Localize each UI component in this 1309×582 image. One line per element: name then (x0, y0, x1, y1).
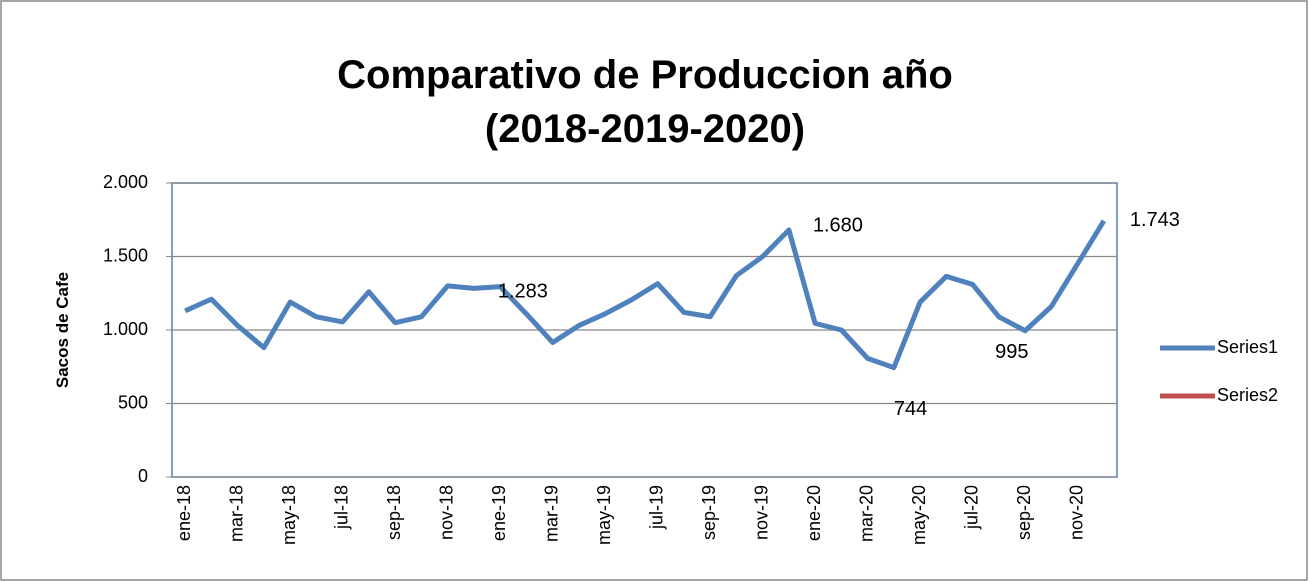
x-tick-label: nov-20 (1066, 485, 1086, 540)
y-tick-label: 2.000 (103, 172, 148, 192)
x-tick-label: nov-19 (751, 485, 771, 540)
x-tick-label: ene-19 (489, 485, 509, 541)
x-tick-label: sep-18 (384, 485, 404, 540)
x-tick-label: may-19 (594, 485, 614, 545)
x-tick-label: mar-19 (541, 485, 561, 542)
chart-title: Comparativo de Produccion año (337, 53, 953, 97)
legend-label: Series2 (1217, 385, 1278, 405)
x-tick-label: sep-19 (699, 485, 719, 540)
x-tick-label: sep-20 (1014, 485, 1034, 540)
data-label: 1.283 (498, 281, 548, 303)
x-tick-label: jul-20 (961, 485, 981, 530)
x-tick-label: may-20 (909, 485, 929, 545)
data-label: 1.743 (1130, 209, 1180, 231)
y-tick-label: 500 (118, 392, 148, 412)
y-tick-label: 0 (138, 466, 148, 486)
x-tick-label: ene-20 (804, 485, 824, 541)
x-tick-label: mar-20 (856, 485, 876, 542)
x-tick-label: jul-18 (331, 485, 351, 530)
y-tick-label: 1.000 (103, 319, 148, 339)
x-tick-label: mar-18 (226, 485, 246, 542)
y-tick-label: 1.500 (103, 245, 148, 265)
x-tick-label: jul-19 (646, 485, 666, 530)
x-tick-label: may-18 (279, 485, 299, 545)
data-label: 744 (894, 398, 927, 420)
chart-title: (2018-2019-2020) (485, 107, 805, 151)
data-label: 995 (995, 341, 1028, 363)
x-tick-label: ene-18 (174, 485, 194, 541)
x-tick-label: nov-18 (436, 485, 456, 540)
legend-label: Series1 (1217, 337, 1278, 357)
series-line (184, 219, 1107, 371)
data-label: 1.680 (813, 214, 863, 236)
y-axis-label: Sacos de Cafe (53, 272, 72, 388)
